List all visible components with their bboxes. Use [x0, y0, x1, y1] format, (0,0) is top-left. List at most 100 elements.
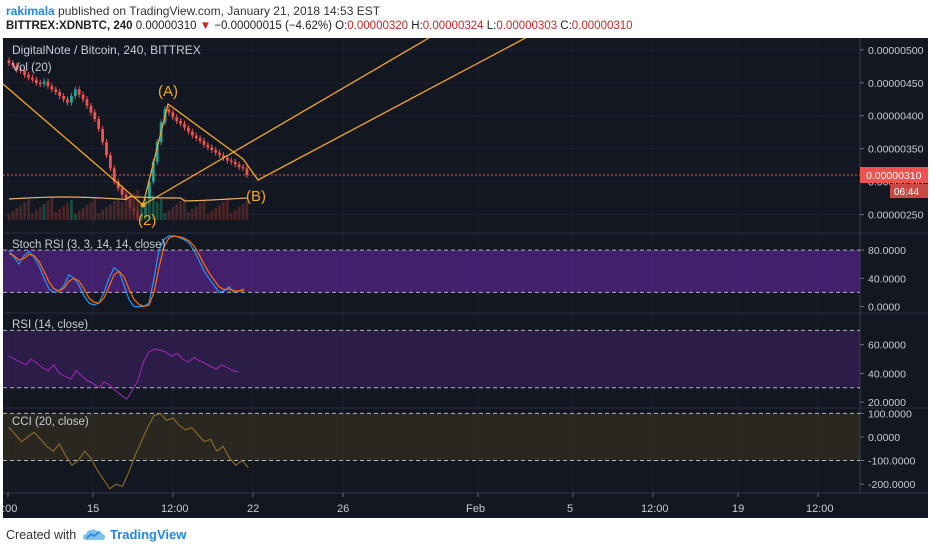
cci-line: [8, 412, 249, 490]
candle-body: [226, 157, 229, 161]
volume-bar: [46, 201, 50, 220]
candle-body: [171, 112, 175, 118]
time-tick-label: 12:00: [641, 503, 669, 515]
indicator-tick-label: -100.0000: [868, 456, 915, 468]
volume-bar: [101, 210, 104, 220]
open-value: 0.00000320: [347, 20, 409, 32]
volume-bar: [15, 208, 19, 220]
wave-label-a: (A): [158, 83, 178, 100]
volume-bar: [226, 199, 229, 220]
candle-body: [214, 149, 218, 153]
price-value: 0.00000310: [135, 20, 197, 32]
volume-bar: [144, 201, 147, 220]
tradingview-cloud-icon: [83, 529, 105, 540]
volume-bar: [210, 211, 214, 220]
indicator-tick-label: 100.0000: [868, 408, 912, 420]
author-link[interactable]: rakimala: [6, 4, 55, 18]
candle-body: [73, 89, 77, 96]
volume-bar: [89, 202, 93, 220]
candle-body: [116, 181, 120, 189]
candle-body: [218, 152, 221, 156]
close-value: 0.00000310: [571, 20, 633, 32]
tradingview-brand[interactable]: TradingView: [110, 527, 187, 542]
candle-body: [167, 109, 171, 113]
candle-body: [23, 70, 26, 75]
volume-bar: [241, 204, 245, 220]
candle-body: [148, 181, 151, 202]
cci-band: [3, 413, 860, 461]
indicator-tick-label: 80.0000: [868, 245, 906, 257]
time-tick-label: 2:00: [3, 503, 17, 515]
time-tick-label: Feb: [466, 503, 485, 515]
volume-bar: [151, 195, 155, 220]
created-with-text: Created with: [6, 528, 77, 542]
candle-body: [229, 160, 233, 162]
indicator-tick-label: 0.0000: [868, 301, 900, 313]
stoch-pane-title: Stoch RSI (3, 3, 14, 14, close): [12, 239, 166, 251]
wave-point: [140, 202, 146, 208]
volume-bar: [190, 209, 194, 220]
volume-bar: [120, 202, 124, 220]
volume-bar: [198, 203, 202, 220]
candle-body: [97, 119, 101, 129]
candle-body: [15, 65, 19, 70]
rsi-pane-title: RSI (14, close): [12, 319, 88, 331]
candle-body: [38, 82, 42, 85]
indicator-tick-label: 20.0000: [868, 397, 906, 409]
volume-bar: [58, 209, 62, 220]
indicator-tick-label: -200.0000: [868, 479, 915, 491]
candle-body: [46, 81, 50, 87]
volume-bar: [42, 204, 46, 220]
volume-bar: [140, 204, 143, 220]
candle-body: [101, 128, 104, 143]
time-tick-label: 26: [337, 503, 349, 515]
indicator-tick-label: 0.0000: [868, 432, 900, 444]
low-value: 0.00000303: [496, 20, 558, 32]
volume-bar: [73, 214, 77, 220]
price-tick-label: 0.00000250: [868, 210, 924, 222]
time-tick-label: 19: [732, 503, 744, 515]
candle-body: [7, 60, 11, 64]
volume-bar: [66, 203, 69, 220]
stoch-band: [3, 250, 860, 293]
candle-body: [27, 74, 30, 78]
rsi-band: [3, 330, 860, 388]
candle-body: [124, 194, 128, 199]
candle-body: [77, 89, 81, 95]
volume-bar: [31, 213, 34, 220]
candle-body: [120, 188, 124, 195]
volume-bar: [159, 199, 163, 220]
candle-body: [89, 105, 93, 113]
wave-label-2: (2): [138, 212, 156, 229]
volume-bar: [128, 196, 132, 220]
ohlc-line: BITTREX:XDNBTC, 240 0.00000310 ▼ −0.0000…: [6, 20, 633, 32]
candle-body: [222, 155, 225, 158]
candle-body: [50, 86, 54, 90]
published-text: published on TradingView.com, January 21…: [58, 4, 381, 18]
footer: Created with TradingView: [0, 520, 932, 550]
volume-bar: [77, 211, 81, 220]
volume-bar: [112, 201, 116, 220]
candle-body: [112, 168, 116, 182]
volume-bar: [179, 201, 182, 220]
indicator-tick-label: 40.0000: [868, 368, 906, 380]
volume-bar: [202, 200, 206, 220]
publish-line: rakimala published on TradingView.com, J…: [6, 4, 380, 18]
rsi-line: [8, 348, 239, 401]
chart-canvas[interactable]: 0.00000500 0.00000450 0.00000400 0.00000350…: [3, 38, 928, 518]
candle-body: [58, 92, 62, 96]
wave-label-b: (B): [246, 188, 266, 205]
chart-container[interactable]: 0.00000500 0.00000450 0.00000400 0.00000350…: [3, 38, 928, 518]
volume-bar: [175, 204, 179, 220]
candle-body: [34, 79, 38, 83]
low-label: L:: [486, 20, 497, 32]
volume-bar: [54, 212, 58, 220]
candle-body: [187, 127, 190, 132]
volume-bar: [105, 207, 108, 220]
candle-body: [11, 63, 15, 66]
open-label: O:: [335, 20, 348, 32]
candle-body: [70, 95, 73, 103]
volume-bar: [38, 207, 42, 220]
volume-ma-line: [8, 195, 247, 202]
candle-body: [190, 131, 194, 136]
